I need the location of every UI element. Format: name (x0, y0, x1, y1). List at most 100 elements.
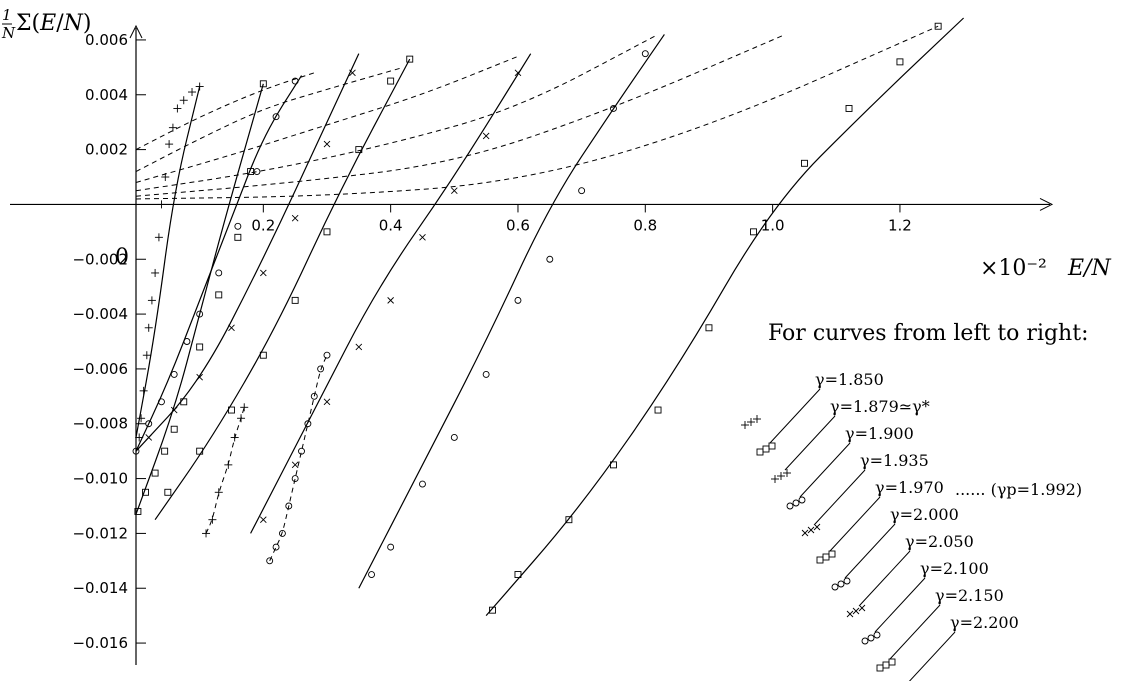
x-tick-label: 1.2 (888, 216, 912, 234)
legend-label-6: γ=2.050 (905, 532, 974, 551)
data-point-series-2 (230, 433, 239, 442)
data-point-series-3 (234, 222, 242, 230)
data-point-series-9 (489, 606, 496, 614)
data-point-series-9 (705, 324, 713, 332)
x-tick-label: 0.6 (506, 216, 530, 234)
legend-label-3: γ=1.935 (860, 451, 929, 470)
data-point-series-3 (132, 447, 140, 455)
legend-line-0 (769, 388, 821, 444)
data-point-series-4 (260, 269, 267, 277)
legend-marker-2 (771, 475, 779, 483)
data-point-series-0 (135, 433, 144, 442)
legend-marker-4 (807, 526, 815, 534)
data-point-series-5 (291, 296, 299, 304)
x-tick-label: 0.2 (251, 216, 275, 234)
dashed-fit-positive-5 (135, 25, 939, 200)
y-tick-label: 0.006 (85, 31, 128, 49)
legend-marker-0 (741, 421, 749, 429)
legend-marker-7 (858, 604, 866, 612)
legend-label-1: γ=1.879≃γ* (830, 397, 930, 416)
fit-curve-9 (485, 17, 965, 617)
data-point-series-8 (578, 187, 586, 195)
data-point-series-6 (323, 351, 331, 359)
x-tick-label: 0.4 (379, 216, 403, 234)
data-point-series-9 (801, 159, 808, 167)
legend-marker-3 (786, 502, 794, 510)
legend-marker-7 (852, 607, 860, 615)
data-point-series-7 (419, 234, 426, 241)
legend-marker-2 (783, 469, 791, 477)
data-point-series-3 (183, 338, 191, 345)
x-scale-label: ×10⁻² (980, 256, 1047, 281)
legend-marker-8 (873, 631, 881, 639)
legend-note: ...... (γp=1.992) (955, 480, 1082, 499)
legend: γ=1.850 γ=1.879≃γ* γ=1.900 γ=1.935 γ=1.970 γ=… (741, 370, 1019, 681)
dashed-fit-2 (205, 407, 245, 534)
data-point-series-9 (750, 228, 757, 236)
data-point-series-6 (291, 475, 299, 483)
data-point-series-8 (419, 480, 426, 488)
legend-marker-7 (846, 610, 854, 618)
data-point-series-0 (144, 323, 153, 332)
data-point-series-0 (151, 268, 160, 277)
legend-marker-6 (843, 577, 851, 585)
legend-marker-6 (837, 580, 845, 588)
data-point-series-0 (165, 140, 174, 149)
legend-line-6 (859, 550, 911, 606)
dashed-fit-positive-0 (135, 72, 315, 151)
data-point-series-2 (214, 488, 223, 497)
dashed-fit-6 (269, 354, 328, 562)
y-tick-label: −0.012 (72, 524, 128, 542)
data-point-series-7 (323, 398, 331, 406)
data-point-series-4 (145, 434, 153, 441)
fit-curve-1 (135, 83, 264, 515)
data-point-series-2 (237, 414, 246, 423)
data-point-series-0 (139, 386, 148, 395)
data-point-series-4 (170, 406, 178, 414)
legend-label-4: γ=1.970 (875, 478, 944, 497)
legend-marker-8 (861, 637, 869, 645)
data-point-series-9 (654, 406, 662, 414)
y-tick-label: 0.002 (85, 141, 128, 159)
x-axis-arrow (1039, 197, 1054, 211)
data-point-series-5 (406, 55, 414, 63)
legend-line-9 (908, 631, 956, 681)
data-point-series-5 (259, 351, 267, 359)
dashed-fit-positive-3 (135, 34, 659, 192)
legend-line-3 (814, 469, 866, 525)
fit-curve-3 (135, 75, 303, 452)
data-point-series-7 (450, 187, 458, 195)
dashed-fit-positive-4 (135, 33, 786, 197)
data-point-series-8 (368, 571, 375, 578)
data-point-series-6 (278, 529, 286, 537)
y-tick-label: −0.014 (72, 579, 128, 597)
fit-curves (135, 17, 965, 617)
y-tick-label: −0.006 (72, 360, 128, 378)
data-point-series-5 (323, 228, 331, 236)
data-point-series-4 (196, 373, 203, 381)
data-point-series-1 (234, 233, 242, 241)
y-axis-label-fraction: 1 (2, 6, 12, 24)
data-point-series-2 (240, 403, 249, 412)
data-point-series-2 (202, 529, 211, 538)
data-point-series-0 (173, 104, 182, 113)
legend-marker-5 (816, 556, 824, 564)
data-point-series-6 (272, 543, 280, 551)
data-point-series-5 (228, 406, 235, 414)
data-point-series-6 (317, 365, 325, 373)
data-point-series-7 (355, 343, 363, 351)
legend-marker-4 (813, 523, 821, 531)
data-point-series-7 (514, 69, 522, 77)
legend-marker-2 (777, 472, 785, 480)
dashed-fit-positive-1 (135, 66, 404, 172)
axes (10, 24, 1054, 665)
data-point-series-9 (845, 105, 853, 112)
data-point-series-6 (304, 420, 312, 428)
legend-label-2: γ=1.900 (845, 424, 914, 443)
data-point-series-9 (610, 461, 617, 469)
legend-marker-0 (753, 415, 761, 423)
y-tick-label: −0.008 (72, 415, 128, 433)
data-point-series-1 (170, 425, 178, 433)
legend-marker-5 (822, 553, 830, 561)
